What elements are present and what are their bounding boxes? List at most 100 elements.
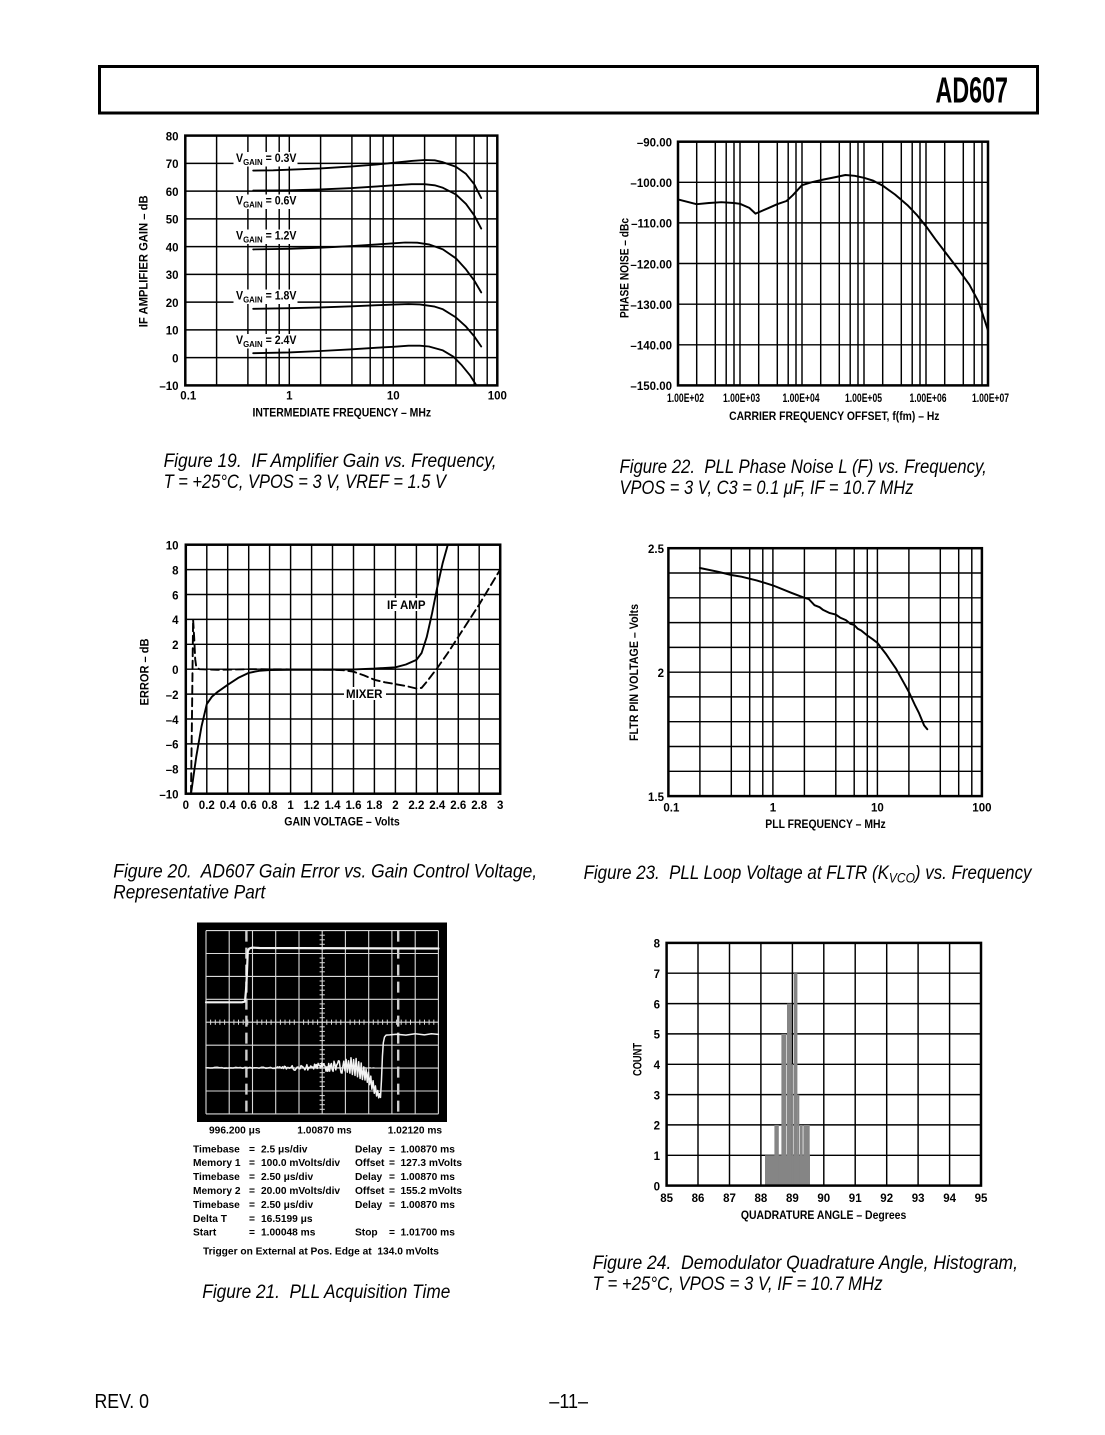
svg-text:0.4: 0.4	[220, 800, 237, 812]
svg-text:155.2 mVolts: 155.2 mVolts	[401, 1186, 463, 1197]
svg-text:–10: –10	[159, 790, 178, 802]
svg-text:0: 0	[172, 353, 178, 365]
svg-text:T = +25°C, VPOS = 3 V, VREF =: T = +25°C, VPOS = 3 V, VREF = 1.5 V	[164, 472, 448, 493]
svg-text:1.00E+04: 1.00E+04	[783, 393, 820, 405]
svg-text:–10: –10	[159, 381, 178, 393]
svg-text:Delay: Delay	[355, 1172, 383, 1183]
svg-text:0.2: 0.2	[199, 800, 215, 812]
svg-text:=: =	[249, 1186, 255, 1197]
svg-text:0: 0	[183, 800, 189, 812]
svg-text:127.3 mVolts: 127.3 mVolts	[401, 1158, 463, 1169]
svg-text:4: 4	[654, 1060, 661, 1072]
svg-text:Delay: Delay	[355, 1144, 383, 1155]
svg-text:PLL FREQUENCY – MHz: PLL FREQUENCY – MHz	[765, 819, 886, 831]
svg-text:Figure 24. Demodulator Quadra: Figure 24. Demodulator Quadrature Angle,…	[593, 1253, 1018, 1274]
svg-text:93: 93	[912, 1193, 925, 1205]
svg-text:QUADRATURE ANGLE – Degrees: QUADRATURE ANGLE – Degrees	[741, 1210, 906, 1222]
svg-text:IF AMPLIFIER GAIN – dB: IF AMPLIFIER GAIN – dB	[139, 195, 151, 327]
svg-text:10: 10	[387, 391, 400, 403]
svg-text:1.8: 1.8	[366, 800, 383, 812]
svg-text:INTERMEDIATE FREQUENCY – MHz: INTERMEDIATE FREQUENCY – MHz	[252, 407, 431, 419]
svg-text:1: 1	[286, 391, 293, 403]
svg-text:VGAIN = 2.4V: VGAIN = 2.4V	[236, 335, 297, 349]
svg-text:1.5: 1.5	[648, 792, 665, 804]
svg-text:1.00E+03: 1.00E+03	[723, 393, 760, 405]
svg-text:=: =	[249, 1172, 255, 1183]
svg-text:1.00E+06: 1.00E+06	[910, 393, 947, 405]
svg-text:Offset: Offset	[355, 1186, 385, 1197]
svg-text:80: 80	[166, 131, 179, 143]
svg-text:0: 0	[172, 665, 178, 677]
svg-text:1.00E+07: 1.00E+07	[972, 393, 1009, 405]
svg-text:2.2: 2.2	[408, 800, 424, 812]
svg-text:2.50 μs/div: 2.50 μs/div	[261, 1200, 313, 1211]
svg-text:1.00E+02: 1.00E+02	[667, 393, 704, 405]
svg-text:2: 2	[658, 668, 664, 680]
svg-text:AD607: AD607	[936, 69, 1009, 110]
svg-text:89: 89	[786, 1193, 799, 1205]
svg-text:20.00 mVolts/div: 20.00 mVolts/div	[261, 1186, 340, 1197]
svg-text:–90.00: –90.00	[637, 138, 672, 150]
svg-text:1.00870 ms: 1.00870 ms	[297, 1126, 352, 1137]
svg-text:Offset: Offset	[355, 1158, 385, 1169]
svg-text:1.4: 1.4	[325, 800, 342, 812]
svg-text:5: 5	[654, 1030, 661, 1042]
svg-text:2.6: 2.6	[450, 800, 466, 812]
svg-text:8: 8	[654, 939, 661, 951]
svg-text:16.5199 μs: 16.5199 μs	[261, 1214, 313, 1225]
svg-text:1.00870 ms: 1.00870 ms	[401, 1172, 456, 1183]
svg-text:94: 94	[943, 1193, 956, 1205]
svg-text:996.200 μs: 996.200 μs	[209, 1126, 261, 1137]
svg-text:6: 6	[172, 590, 178, 602]
svg-text:2: 2	[172, 640, 178, 652]
svg-text:–120.00: –120.00	[630, 259, 672, 271]
svg-text:–150.00: –150.00	[630, 381, 672, 393]
svg-text:=: =	[249, 1228, 255, 1239]
svg-text:=: =	[389, 1186, 395, 1197]
svg-text:–4: –4	[166, 715, 179, 727]
svg-text:GAIN VOLTAGE – Volts: GAIN VOLTAGE – Volts	[284, 816, 400, 828]
svg-text:0.1: 0.1	[180, 391, 197, 403]
svg-text:0.1: 0.1	[663, 803, 680, 815]
svg-text:PHASE NOISE – dBc: PHASE NOISE – dBc	[620, 217, 632, 318]
svg-text:3: 3	[497, 800, 503, 812]
svg-text:91: 91	[849, 1193, 862, 1205]
svg-text:–6: –6	[166, 740, 179, 752]
svg-text:100: 100	[488, 391, 507, 403]
svg-text:–100.00: –100.00	[630, 178, 672, 190]
svg-text:COUNT: COUNT	[633, 1043, 645, 1076]
svg-text:Figure 21. PLL Acquisition Ti: Figure 21. PLL Acquisition Time	[202, 1282, 450, 1303]
svg-text:1.01700 ms: 1.01700 ms	[401, 1228, 456, 1239]
svg-text:=: =	[249, 1214, 255, 1225]
svg-text:1: 1	[287, 800, 294, 812]
svg-text:Figure 23. PLL Loop Voltage a: Figure 23. PLL Loop Voltage at FLTR (KVC…	[584, 863, 1033, 886]
svg-text:=: =	[249, 1200, 255, 1211]
svg-text:Timebase: Timebase	[193, 1172, 240, 1183]
svg-text:–11–: –11–	[549, 1391, 589, 1413]
svg-text:92: 92	[880, 1193, 893, 1205]
svg-text:2.5 μs/div: 2.5 μs/div	[261, 1144, 308, 1155]
svg-text:10: 10	[166, 326, 179, 338]
svg-text:Delta T: Delta T	[193, 1214, 228, 1225]
svg-text:70: 70	[166, 159, 179, 171]
svg-text:Timebase: Timebase	[193, 1144, 240, 1155]
svg-text:2.8: 2.8	[471, 800, 488, 812]
svg-text:1.2: 1.2	[304, 800, 320, 812]
svg-text:50: 50	[166, 215, 179, 227]
svg-text:0.6: 0.6	[241, 800, 257, 812]
svg-text:88: 88	[755, 1193, 768, 1205]
svg-text:Stop: Stop	[355, 1228, 378, 1239]
svg-text:VGAIN = 0.6V: VGAIN = 0.6V	[236, 196, 297, 210]
svg-text:CARRIER FREQUENCY OFFSET, f(fm: CARRIER FREQUENCY OFFSET, f(fm) – Hz	[729, 411, 940, 423]
svg-text:2: 2	[654, 1121, 660, 1133]
svg-text:1.00870 ms: 1.00870 ms	[401, 1144, 456, 1155]
svg-text:1: 1	[770, 803, 777, 815]
svg-text:86: 86	[692, 1193, 705, 1205]
svg-text:=: =	[389, 1200, 395, 1211]
svg-text:VGAIN = 1.8V: VGAIN = 1.8V	[236, 291, 297, 305]
svg-text:Representative Part: Representative Part	[113, 883, 266, 904]
svg-text:2: 2	[392, 800, 398, 812]
svg-text:Timebase: Timebase	[193, 1200, 240, 1211]
svg-text:10: 10	[871, 803, 884, 815]
svg-text:ERROR – dB: ERROR – dB	[140, 639, 152, 706]
